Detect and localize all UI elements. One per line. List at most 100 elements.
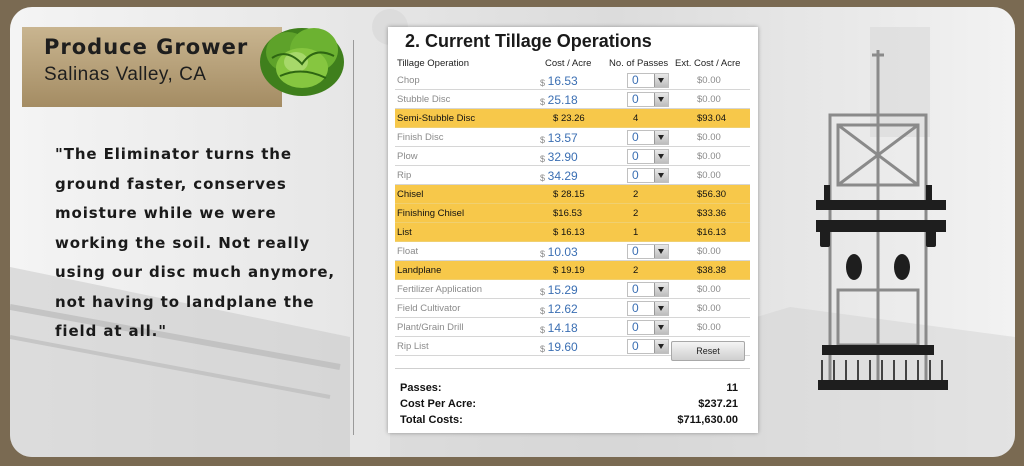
- passes-total-value: 11: [726, 382, 738, 394]
- dropdown-arrow-icon[interactable]: [654, 150, 668, 163]
- passes-select[interactable]: 0: [627, 168, 669, 183]
- ext-cost: $0.00: [697, 94, 721, 105]
- cost-value: 28.15: [560, 189, 585, 200]
- cost-per-acre[interactable]: $ 34.29: [540, 169, 600, 184]
- passes-select[interactable]: 0: [627, 244, 669, 259]
- table-row: Finishing Chisel $16.53 2 $33.36: [395, 204, 750, 223]
- passes-value: 2: [633, 189, 639, 200]
- passes-select[interactable]: 0: [627, 130, 669, 145]
- dropdown-arrow-icon[interactable]: [654, 93, 668, 106]
- cost-value: 23.26: [560, 113, 585, 124]
- currency-symbol: $: [553, 265, 559, 276]
- dropdown-arrow-icon[interactable]: [654, 283, 668, 296]
- currency-symbol: $: [540, 306, 546, 316]
- header-cost: Cost / Acre: [545, 58, 592, 69]
- operation-name: Plow: [397, 151, 418, 162]
- dropdown-arrow-icon[interactable]: [654, 169, 668, 182]
- ext-cost: $33.36: [697, 208, 727, 219]
- ext-cost: $56.30: [697, 189, 727, 200]
- currency-symbol: $: [553, 113, 559, 124]
- ext-cost: $0.00: [697, 170, 721, 181]
- passes-selected-value: 0: [632, 301, 639, 315]
- ext-cost: $0.00: [697, 303, 721, 314]
- passes-value: 1: [633, 227, 639, 238]
- cost-value: 15.29: [547, 283, 578, 297]
- cost-value: 14.18: [547, 321, 578, 335]
- header-operation: Tillage Operation: [397, 58, 469, 69]
- header-ext-cost: Ext. Cost / Acre: [675, 58, 741, 69]
- operation-name: Chisel: [397, 189, 424, 200]
- table-row: Chisel $ 28.15 2 $56.30: [395, 185, 750, 204]
- passes-value: 2: [633, 265, 639, 276]
- passes-select[interactable]: 0: [627, 301, 669, 316]
- operation-name: Finishing Chisel: [397, 208, 465, 219]
- total-costs-label: Total Costs:: [400, 414, 463, 426]
- cost-value: 19.19: [560, 265, 585, 276]
- passes-selected-value: 0: [632, 149, 639, 163]
- tillage-panel: 2. Current Tillage Operations Tillage Op…: [388, 27, 758, 433]
- tillage-machine-illustration: [816, 50, 948, 390]
- passes-select[interactable]: 0: [627, 92, 669, 107]
- cost-per-acre-label: Cost Per Acre:: [400, 398, 477, 410]
- passes-select[interactable]: 0: [627, 282, 669, 297]
- cost-value: 32.90: [547, 150, 578, 164]
- cost-per-acre[interactable]: $ 10.03: [540, 245, 600, 260]
- table-row: Stubble Disc $ 25.18 0 $0.00: [395, 90, 750, 109]
- currency-symbol: $: [540, 135, 546, 145]
- currency-symbol: $: [540, 173, 546, 183]
- cost-per-acre[interactable]: $ 19.60: [540, 340, 600, 355]
- ext-cost: $93.04: [697, 113, 727, 124]
- passes-selected-value: 0: [632, 282, 639, 296]
- currency-symbol: $: [553, 227, 559, 238]
- passes-selected-value: 0: [632, 168, 639, 182]
- cost-per-acre[interactable]: $ 12.62: [540, 302, 600, 317]
- table-row: Chop $ 16.53 0 $0.00: [395, 71, 750, 90]
- operation-name: Stubble Disc: [397, 94, 451, 105]
- currency-symbol: $: [553, 189, 559, 200]
- dropdown-arrow-icon[interactable]: [654, 74, 668, 87]
- grower-location: Salinas Valley, CA: [44, 64, 207, 85]
- dropdown-arrow-icon[interactable]: [654, 321, 668, 334]
- cost-per-acre[interactable]: $ 16.53: [540, 74, 600, 89]
- currency-symbol: $: [540, 154, 546, 164]
- passes-select[interactable]: 0: [627, 339, 669, 354]
- cost-value: 25.18: [547, 93, 578, 107]
- ext-cost: $38.38: [697, 265, 727, 276]
- currency-symbol: $: [540, 325, 546, 335]
- ext-cost: $0.00: [697, 75, 721, 86]
- passes-selected-value: 0: [632, 130, 639, 144]
- dropdown-arrow-icon[interactable]: [654, 131, 668, 144]
- cost-value: 16.13: [560, 227, 585, 238]
- vertical-divider: [353, 40, 354, 435]
- title-banner: [22, 27, 282, 107]
- cost-per-acre[interactable]: $ 13.57: [540, 131, 600, 146]
- table-row: Landplane $ 19.19 2 $38.38: [395, 261, 750, 280]
- cost-per-acre[interactable]: $ 14.18: [540, 321, 600, 336]
- cost-value: 34.29: [547, 169, 578, 183]
- cost-per-acre-value: $237.21: [698, 398, 738, 410]
- passes-select[interactable]: 0: [627, 320, 669, 335]
- cost-value: $16.53: [553, 208, 583, 219]
- cost-per-acre[interactable]: $ 25.18: [540, 93, 600, 108]
- currency-symbol: $: [540, 287, 546, 297]
- ext-cost: $16.13: [697, 227, 727, 238]
- operation-name: Semi-Stubble Disc: [397, 113, 476, 124]
- ext-cost: $0.00: [697, 284, 721, 295]
- cost-per-acre: $16.53: [553, 208, 613, 219]
- dropdown-arrow-icon[interactable]: [654, 245, 668, 258]
- passes-select[interactable]: 0: [627, 149, 669, 164]
- dropdown-arrow-icon[interactable]: [654, 302, 668, 315]
- cost-per-acre: $ 28.15: [553, 189, 613, 200]
- cost-per-acre[interactable]: $ 32.90: [540, 150, 600, 165]
- grower-title: Produce Grower: [44, 35, 249, 59]
- reset-button[interactable]: Reset: [671, 341, 745, 361]
- passes-select[interactable]: 0: [627, 73, 669, 88]
- testimonial-quote: "The Eliminator turns the ground faster,…: [55, 145, 335, 340]
- dropdown-arrow-icon[interactable]: [654, 340, 668, 353]
- table-row: List $ 16.13 1 $16.13: [395, 223, 750, 242]
- table-row: Semi-Stubble Disc $ 23.26 4 $93.04: [395, 109, 750, 128]
- cost-per-acre[interactable]: $ 15.29: [540, 283, 600, 298]
- operation-name: Finish Disc: [397, 132, 444, 143]
- panel-title: 2. Current Tillage Operations: [405, 31, 652, 51]
- table-row: Field Cultivator $ 12.62 0 $0.00: [395, 299, 750, 318]
